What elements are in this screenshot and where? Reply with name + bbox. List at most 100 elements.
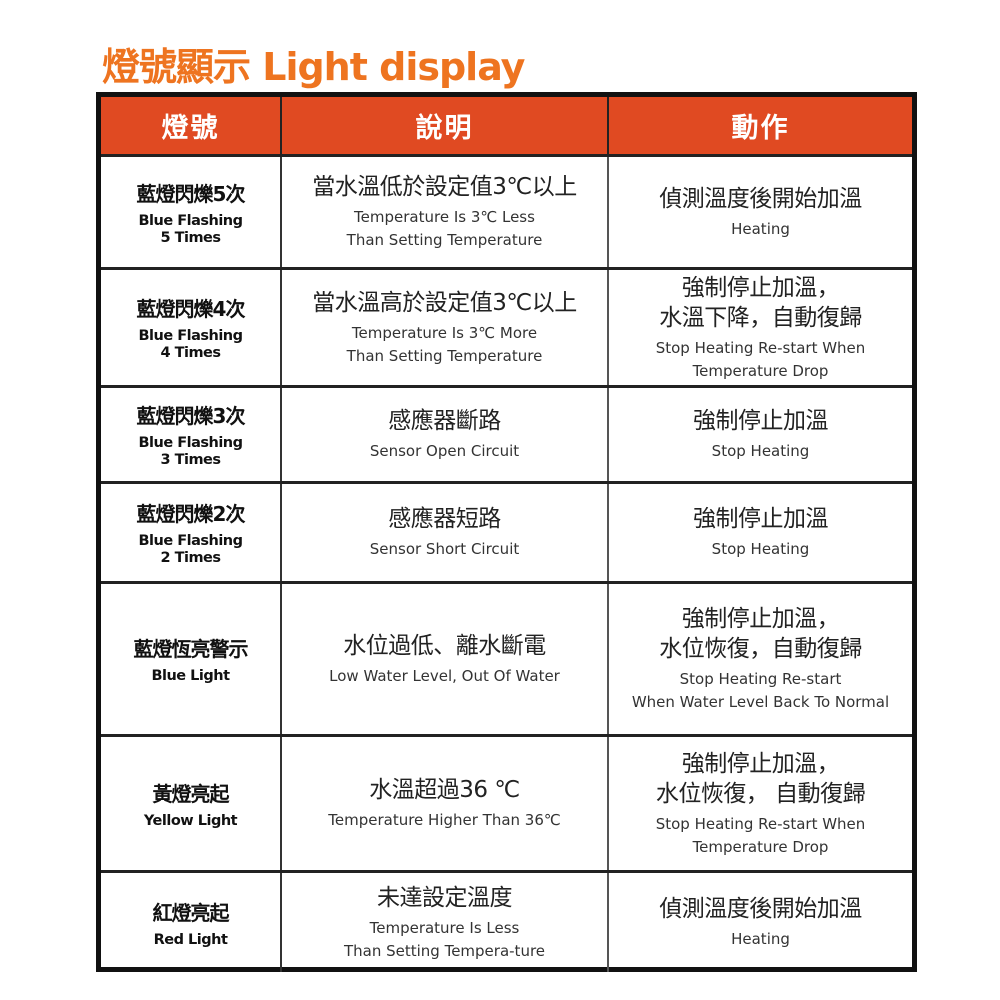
table-row: 藍燈閃爍3次 Blue Flashing 3 Times 感應器斷路 Sensor Op… xyxy=(101,388,912,484)
description-en: Temperature Is 3℃ Less Than Setting Tempe… xyxy=(347,206,543,252)
table-header: 燈號 說明 動作 xyxy=(101,97,912,157)
light-cell: 藍燈恆亮警示 Blue Light xyxy=(101,584,282,734)
action-en: Stop Heating xyxy=(712,538,810,561)
light-name-zh: 藍燈閃爍2次 xyxy=(136,502,246,526)
action-en: Stop Heating Re-start When Water Level Ba… xyxy=(632,668,889,714)
action-en: Stop Heating Re-start When Temperature Dr… xyxy=(656,337,866,383)
description-en-line: Than Setting Tempera-ture xyxy=(343,941,546,960)
action-cell: 偵測溫度後開始加溫 Heating xyxy=(609,873,912,972)
description-zh: 水位過低、離水斷電 xyxy=(343,632,546,659)
description-en: Sensor Open Circuit xyxy=(370,440,519,463)
light-cell: 黃燈亮起 Yellow Light xyxy=(101,737,282,870)
description-en-line: Than Setting Temperature xyxy=(346,346,543,365)
description-cell: 感應器斷路 Sensor Open Circuit xyxy=(282,388,609,481)
description-cell: 水溫超過36 ℃ Temperature Higher Than 36℃ xyxy=(282,737,609,870)
header-light: 燈號 xyxy=(101,97,282,154)
description-cell: 感應器短路 Sensor Short Circuit xyxy=(282,484,609,581)
action-en: Stop Heating Re-start When Temperature Dr… xyxy=(656,813,866,859)
description-zh: 未達設定溫度 xyxy=(377,884,513,911)
light-cell: 藍燈閃爍2次 Blue Flashing 2 Times xyxy=(101,484,282,581)
light-name-zh: 藍燈恆亮警示 xyxy=(133,637,249,661)
action-en-line: Stop Heating xyxy=(711,442,810,460)
light-name-zh: 藍燈閃爍4次 xyxy=(136,297,246,321)
description-cell: 水位過低、離水斷電 Low Water Level, Out Of Water xyxy=(282,584,609,734)
light-name-zh: 紅燈亮起 xyxy=(152,900,230,925)
action-cell: 強制停止加溫， 水位恢復，自動復歸 Stop Heating Re-start Whe… xyxy=(609,584,912,734)
action-en-line: Stop Heating xyxy=(711,540,810,558)
action-cell: 強制停止加溫， 水溫下降，自動復歸 Stop Heating Re-start Wh… xyxy=(609,270,912,385)
action-en-line: Temperature Drop xyxy=(692,361,829,380)
page-title: 燈號顯示 Light display xyxy=(102,45,525,89)
action-zh: 水位恢復，自動復歸 xyxy=(659,636,862,662)
description-cell: 當水溫高於設定值3℃以上 Temperature Is 3℃ More Than S… xyxy=(282,270,609,385)
light-cell: 紅燈亮起 Red Light xyxy=(101,873,282,972)
action-en: Stop Heating xyxy=(712,440,810,463)
description-en: Temperature Higher Than 36℃ xyxy=(328,809,561,832)
description-zh: 感應器斷路 xyxy=(388,408,501,434)
action-en-line: Stop Heating Re-start xyxy=(679,670,842,688)
description-en: Low Water Level, Out Of Water xyxy=(329,665,560,688)
action-zh: 水溫下降，自動復歸 xyxy=(659,304,862,331)
table-row: 紅燈亮起 Red Light 未達設定溫度 Temperature Is Less Th… xyxy=(101,873,912,972)
description-en: Temperature Is 3℃ More Than Setting Tempe… xyxy=(347,322,543,368)
description-en-line: Temperature Is Less xyxy=(369,918,520,937)
action-zh: 強制停止加溫， xyxy=(681,750,840,777)
description-en-line: Temperature Is 3℃ Less xyxy=(354,208,535,226)
description-cell: 未達設定溫度 Temperature Is Less Than Setting Te… xyxy=(282,873,609,972)
description-cell: 當水溫低於設定值3℃以上 Temperature Is 3℃ Less Than S… xyxy=(282,157,609,267)
action-cell: 強制停止加溫 Stop Heating xyxy=(609,484,912,581)
description-en-line: Temperature Is 3℃ More xyxy=(351,323,538,342)
description-zh: 感應器短路 xyxy=(388,506,501,532)
action-zh: 強制停止加溫， xyxy=(681,274,840,301)
light-name-en: Blue Flashing xyxy=(138,435,243,451)
table-row: 藍燈閃爍5次 Blue Flashing 5 Times 當水溫低於設定值3℃以上 Te… xyxy=(101,157,912,270)
action-en: Heating xyxy=(731,218,790,241)
action-zh: 偵測溫度後開始加溫 xyxy=(659,185,862,212)
description-en-line: Sensor Open Circuit xyxy=(369,442,520,460)
light-name-en: Yellow Light xyxy=(143,812,238,829)
action-cell: 強制停止加溫 Stop Heating xyxy=(609,388,912,481)
action-en-line: Heating xyxy=(731,219,790,238)
light-name-en: Blue Flashing xyxy=(138,328,243,344)
light-name-en: 3 Times xyxy=(160,452,221,468)
action-zh: 偵測溫度後開始加溫 xyxy=(659,896,862,922)
header-action: 動作 xyxy=(731,113,790,144)
action-zh: 強制停止加溫， xyxy=(681,606,840,632)
description-en-line: Temperature Higher Than 36℃ xyxy=(328,811,561,829)
light-name-en: 2 Times xyxy=(160,550,221,566)
action-en-line: Heating xyxy=(731,930,790,948)
light-cell: 藍燈閃爍4次 Blue Flashing 4 Times xyxy=(101,270,282,385)
light-name-en: Red Light xyxy=(153,931,228,948)
light-name-zh: 藍燈閃爍5次 xyxy=(136,181,246,206)
action-zh: 強制停止加溫 xyxy=(693,408,829,434)
table-row: 藍燈恆亮警示 Blue Light 水位過低、離水斷電 Low Water Level… xyxy=(101,584,912,737)
light-name-en: Blue Flashing xyxy=(138,533,243,549)
light-cell: 藍燈閃爍5次 Blue Flashing 5 Times xyxy=(101,157,282,267)
action-zh: 水位恢復， 自動復歸 xyxy=(655,780,866,807)
description-en-line: Low Water Level, Out Of Water xyxy=(329,666,560,685)
action-en-line: Stop Heating Re-start When xyxy=(655,814,866,833)
light-name-zh: 藍燈閃爍3次 xyxy=(136,404,246,428)
header-description: 說明 xyxy=(282,97,609,154)
action-cell: 偵測溫度後開始加溫 Heating xyxy=(609,157,912,267)
light-display-table: 燈號 說明 動作 藍燈閃爍5次 Blue Flashing 5 Times 當水溫低於… xyxy=(96,92,917,972)
light-name-en: 5 Times xyxy=(160,229,221,246)
action-en-line: Temperature Drop xyxy=(692,837,829,856)
description-zh: 當水溫高於設定值3℃以上 xyxy=(312,289,577,316)
description-en-line: Than Setting Temperature xyxy=(346,231,543,249)
action-en-line: When Water Level Back To Normal xyxy=(631,693,890,711)
description-zh: 當水溫低於設定值3℃以上 xyxy=(312,174,577,200)
description-en: Temperature Is Less Than Setting Tempera-… xyxy=(344,917,545,963)
description-en: Sensor Short Circuit xyxy=(370,538,520,561)
light-name-en: Blue Light xyxy=(151,668,230,684)
action-en: Heating xyxy=(731,928,790,951)
action-en-line: Stop Heating Re-start When xyxy=(655,338,866,357)
action-cell: 強制停止加溫， 水位恢復， 自動復歸 Stop Heating Re-start W… xyxy=(609,737,912,870)
table-row: 藍燈閃爍4次 Blue Flashing 4 Times 當水溫高於設定值3℃以上 Te… xyxy=(101,270,912,388)
light-name-en: 4 Times xyxy=(160,345,221,361)
light-name-en: Blue Flashing xyxy=(138,212,243,229)
light-cell: 藍燈閃爍3次 Blue Flashing 3 Times xyxy=(101,388,282,481)
light-name-zh: 黃燈亮起 xyxy=(152,781,230,806)
table-row: 黃燈亮起 Yellow Light 水溫超過36 ℃ Temperature High… xyxy=(101,737,912,873)
action-zh: 強制停止加溫 xyxy=(693,506,829,532)
